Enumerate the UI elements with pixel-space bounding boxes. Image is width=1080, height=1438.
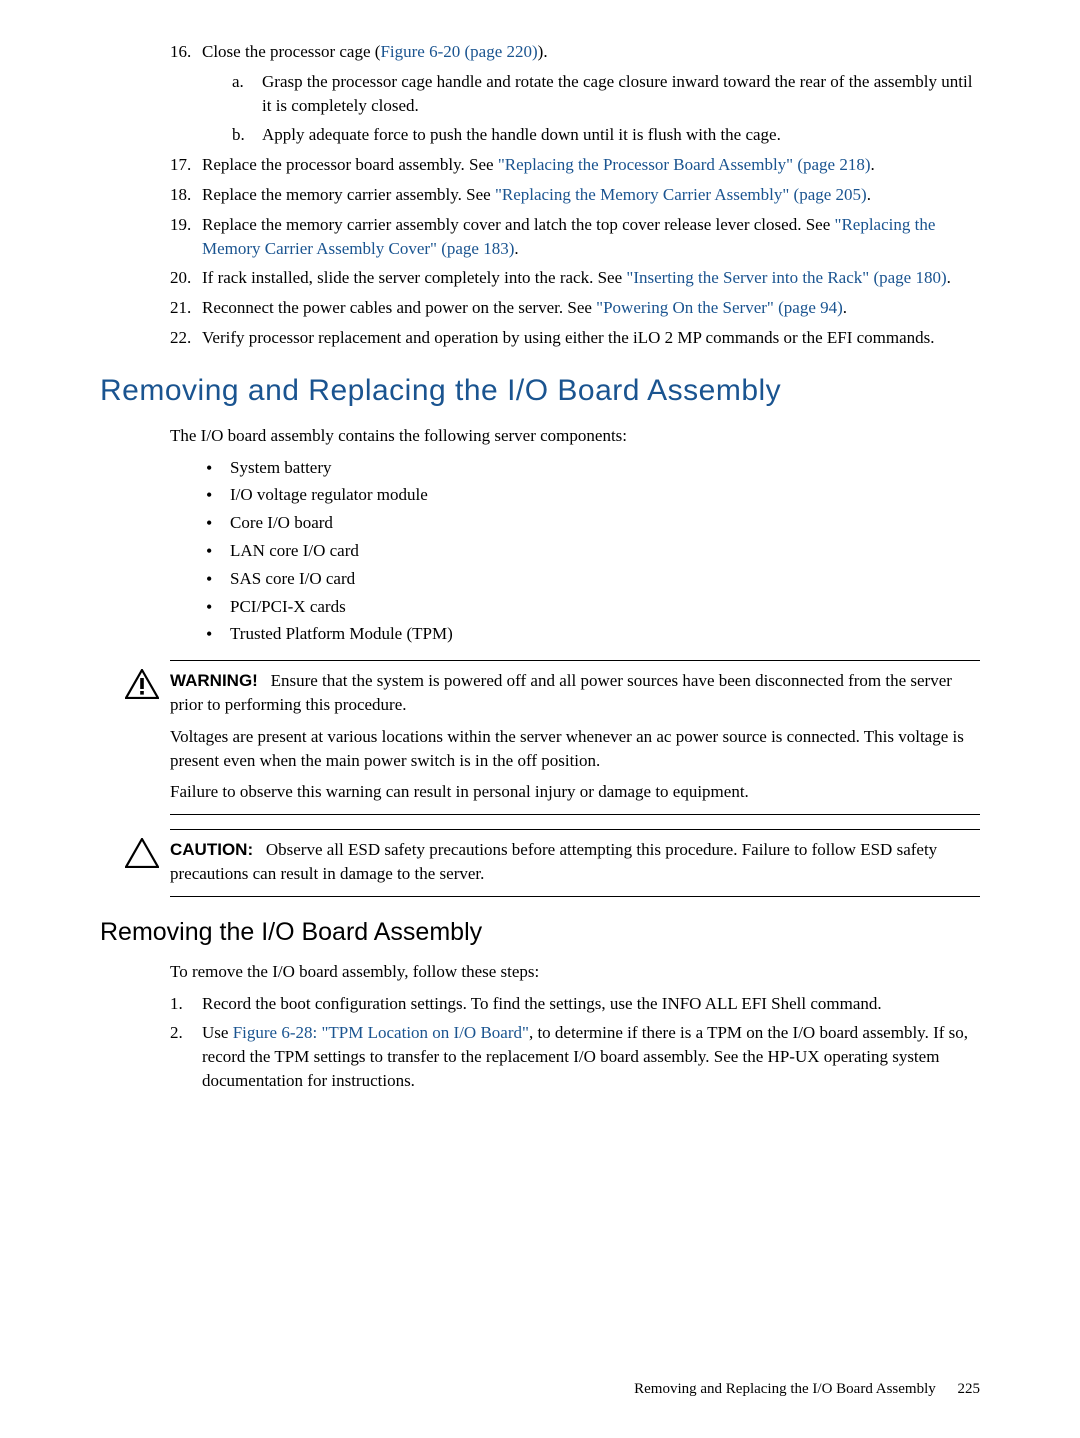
page-number: 225 bbox=[958, 1381, 981, 1397]
step-text: Use Figure 6-28: "TPM Location on I/O Bo… bbox=[202, 1023, 968, 1090]
caution-paragraph: CAUTION: Observe all ESD safety precauti… bbox=[170, 838, 980, 897]
list-item: I/O voltage regulator module bbox=[200, 483, 980, 507]
list-item: Core I/O board bbox=[200, 511, 980, 535]
cross-ref-link[interactable]: "Replacing the Processor Board Assembly"… bbox=[498, 155, 871, 174]
remove-intro: To remove the I/O board assembly, follow… bbox=[100, 960, 980, 984]
substep-text: Grasp the processor cage handle and rota… bbox=[262, 72, 972, 115]
substep-letter: a. bbox=[232, 70, 244, 94]
step-number: 2. bbox=[170, 1021, 183, 1045]
step-16: 16. Close the processor cage (Figure 6-2… bbox=[170, 40, 980, 147]
figure-link[interactable]: Figure 6-28: "TPM Location on I/O Board" bbox=[233, 1023, 529, 1042]
step-19: 19. Replace the memory carrier assembly … bbox=[170, 213, 980, 261]
caution-block: CAUTION: Observe all ESD safety precauti… bbox=[170, 829, 980, 897]
step-17: 17. Replace the processor board assembly… bbox=[170, 153, 980, 177]
list-item: LAN core I/O card bbox=[200, 539, 980, 563]
step-21: 21. Reconnect the power cables and power… bbox=[170, 296, 980, 320]
step-text: Verify processor replacement and operati… bbox=[202, 328, 935, 347]
step-number: 1. bbox=[170, 992, 183, 1016]
remove-step-2: 2. Use Figure 6-28: "TPM Location on I/O… bbox=[170, 1021, 980, 1092]
warning-block: WARNING! Ensure that the system is power… bbox=[170, 660, 980, 815]
list-item: Trusted Platform Module (TPM) bbox=[200, 622, 980, 646]
list-item: SAS core I/O card bbox=[200, 567, 980, 591]
step-number: 17. bbox=[170, 153, 191, 177]
step-number: 18. bbox=[170, 183, 191, 207]
step-text: Record the boot configuration settings. … bbox=[202, 994, 882, 1013]
step-number: 16. bbox=[170, 40, 191, 64]
step-20: 20. If rack installed, slide the server … bbox=[170, 266, 980, 290]
step-22: 22. Verify processor replacement and ope… bbox=[170, 326, 980, 350]
step-text: Replace the processor board assembly. Se… bbox=[202, 155, 875, 174]
cross-ref-link[interactable]: "Inserting the Server into the Rack" (pa… bbox=[626, 268, 946, 287]
footer-title: Removing and Replacing the I/O Board Ass… bbox=[634, 1381, 936, 1397]
procedure-steps-list: 16. Close the processor cage (Figure 6-2… bbox=[100, 40, 980, 350]
list-item: System battery bbox=[200, 456, 980, 480]
components-list: System battery I/O voltage regulator mod… bbox=[100, 456, 980, 647]
step-number: 20. bbox=[170, 266, 191, 290]
subsection-heading: Removing the I/O Board Assembly bbox=[100, 915, 980, 950]
caution-icon bbox=[125, 838, 159, 875]
step-text: Replace the memory carrier assembly. See… bbox=[202, 185, 871, 204]
warning-paragraph: Voltages are present at various location… bbox=[170, 725, 980, 773]
substep-text: Apply adequate force to push the handle … bbox=[262, 125, 781, 144]
step-text: Replace the memory carrier assembly cove… bbox=[202, 215, 935, 258]
page-footer: Removing and Replacing the I/O Board Ass… bbox=[634, 1379, 980, 1400]
intro-paragraph: The I/O board assembly contains the foll… bbox=[100, 424, 980, 448]
list-item: PCI/PCI-X cards bbox=[200, 595, 980, 619]
substep-letter: b. bbox=[232, 123, 245, 147]
step-text: If rack installed, slide the server comp… bbox=[202, 268, 951, 287]
section-heading: Removing and Replacing the I/O Board Ass… bbox=[100, 370, 980, 412]
step-text: Close the processor cage (Figure 6-20 (p… bbox=[202, 42, 548, 61]
warning-icon bbox=[125, 669, 159, 706]
step-number: 19. bbox=[170, 213, 191, 237]
substep-list: a. Grasp the processor cage handle and r… bbox=[202, 70, 980, 147]
remove-step-1: 1. Record the boot configuration setting… bbox=[170, 992, 980, 1016]
substep-b: b. Apply adequate force to push the hand… bbox=[232, 123, 980, 147]
cross-ref-link[interactable]: "Powering On the Server" (page 94) bbox=[596, 298, 843, 317]
substep-a: a. Grasp the processor cage handle and r… bbox=[232, 70, 980, 118]
step-number: 22. bbox=[170, 326, 191, 350]
step-18: 18. Replace the memory carrier assembly.… bbox=[170, 183, 980, 207]
caution-label: CAUTION: bbox=[170, 840, 253, 859]
warning-paragraph: WARNING! Ensure that the system is power… bbox=[170, 669, 980, 717]
warning-paragraph: Failure to observe this warning can resu… bbox=[170, 780, 980, 815]
remove-steps-list: 1. Record the boot configuration setting… bbox=[100, 992, 980, 1093]
warning-label: WARNING! bbox=[170, 671, 258, 690]
cross-ref-link[interactable]: "Replacing the Memory Carrier Assembly" … bbox=[495, 185, 867, 204]
step-number: 21. bbox=[170, 296, 191, 320]
figure-link[interactable]: Figure 6-20 (page 220) bbox=[380, 42, 537, 61]
step-text: Reconnect the power cables and power on … bbox=[202, 298, 847, 317]
